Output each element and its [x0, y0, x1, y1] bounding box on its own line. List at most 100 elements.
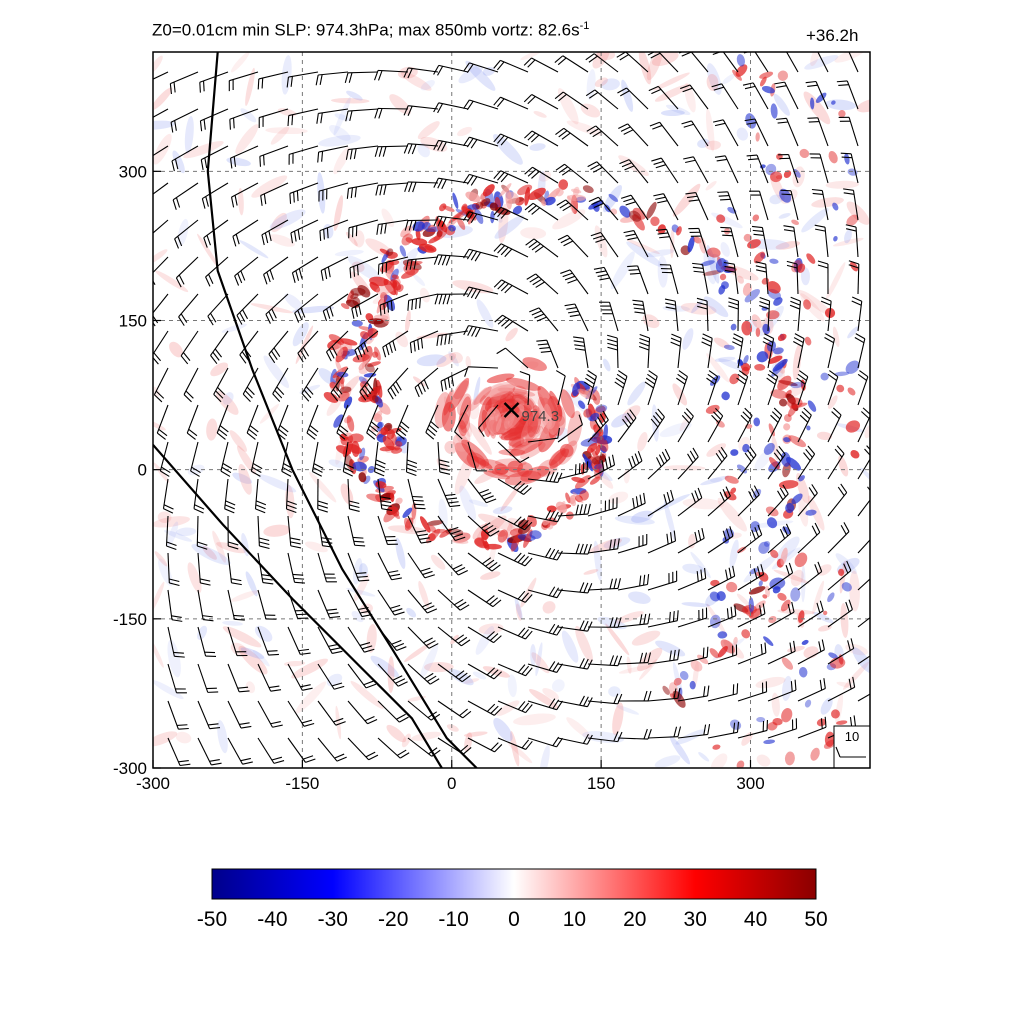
positive-vorticity-patch [187, 562, 202, 593]
wind-barb [197, 589, 214, 622]
x-tick-label: 300 [736, 774, 764, 793]
wind-barb [766, 370, 779, 406]
wind-barb [617, 652, 652, 665]
colorbar-tick-label: -50 [197, 908, 227, 931]
convective-patch [783, 170, 792, 178]
wind-barb [467, 737, 503, 753]
core-vorticity-patch [527, 408, 539, 438]
wind-barb [614, 370, 628, 406]
rainband-patch [474, 208, 484, 225]
convective-patch [847, 387, 856, 396]
convective-patch [705, 404, 720, 414]
rainband-patch [391, 274, 399, 280]
negative-vorticity-patch [669, 735, 691, 765]
wind-barb [713, 119, 739, 147]
wind-barb [736, 370, 749, 406]
wind-barb [707, 486, 731, 517]
wind-barb [701, 333, 713, 369]
core-vorticity-patch [505, 377, 541, 391]
wind-barb [175, 256, 199, 288]
wind-barb [497, 589, 533, 603]
convective-patch [827, 592, 835, 603]
positive-vorticity-patch [846, 201, 870, 225]
wind-barbs [153, 52, 870, 767]
core-vorticity-patch [520, 410, 542, 446]
negative-vorticity-patch [191, 543, 231, 565]
convective-patch [799, 148, 810, 159]
colorbar-gradient [211, 868, 817, 900]
wind-barb [680, 84, 709, 110]
negative-vorticity-patch [492, 506, 513, 515]
rainband-patch [415, 228, 421, 241]
wind-barb [617, 690, 652, 702]
convective-patch [838, 109, 846, 118]
core-vorticity-patch [497, 387, 536, 397]
rainband-patch [628, 210, 642, 222]
wind-barb [664, 298, 679, 332]
core-vorticity-patch [511, 438, 532, 449]
rainband-patch [371, 395, 379, 403]
colorbar-tick-label: 30 [684, 908, 707, 931]
rainband-patch [700, 260, 715, 267]
wind-barb [257, 626, 279, 656]
wind-barb [263, 256, 289, 285]
wind-barb [627, 265, 649, 295]
negative-vorticity-patch [292, 322, 309, 347]
rainband-patch [364, 363, 375, 373]
positive-vorticity-patch [474, 467, 502, 484]
rainband-patch [546, 505, 557, 513]
rainband-patch [419, 516, 431, 533]
positive-vorticity-patch [832, 326, 840, 348]
core-vorticity-patch [522, 357, 547, 372]
wind-barb [153, 367, 169, 403]
negative-vorticity-patch [493, 717, 513, 742]
rainband-patch [591, 432, 600, 440]
wind-barb [696, 297, 709, 332]
rainband-patch [350, 287, 366, 296]
positive-vorticity-patch [405, 310, 411, 333]
positive-vorticity-patch [230, 642, 248, 657]
rainband-patch [570, 188, 582, 194]
core-vorticity-patch [549, 390, 563, 417]
convective-patch [749, 521, 760, 533]
positive-vorticity-patch [542, 601, 556, 614]
rainband-patch [343, 396, 353, 409]
rainband-patch [720, 639, 735, 654]
rainband-patch [388, 505, 400, 517]
wind-barb [318, 182, 349, 202]
convective-patch [798, 666, 808, 678]
wind-barb [403, 105, 439, 116]
wind-barb [320, 256, 349, 281]
wind-barb [497, 478, 532, 495]
wind-barb [153, 256, 169, 286]
wind-barb [527, 427, 561, 443]
wind-barb [524, 202, 559, 221]
positive-vorticity-patch [153, 581, 165, 612]
convective-patch [766, 281, 781, 294]
wind-barb [349, 256, 379, 279]
wind-barb [573, 336, 589, 369]
wind-barb [497, 515, 533, 531]
wind-barb [707, 721, 740, 739]
rainband-patch [375, 284, 395, 295]
convective-patch [770, 171, 783, 183]
positive-vorticity-patch [153, 87, 173, 111]
positive-vorticity-patch [798, 289, 833, 316]
rainband-patch [594, 463, 603, 470]
wind-barb [228, 71, 259, 92]
convective-patch [798, 610, 805, 623]
positive-vorticity-patch [825, 180, 860, 189]
wind-barb [644, 370, 658, 406]
rainband-patch [751, 314, 762, 329]
positive-vorticity-patch [515, 603, 522, 621]
wind-barb [257, 663, 282, 692]
wind-barb [229, 108, 259, 130]
rainband-patch [386, 429, 396, 440]
core-vorticity-patch [507, 460, 524, 473]
center-pressure-label: 974.3 [522, 408, 560, 425]
convective-patch [729, 373, 740, 385]
barb-legend-label: 10 [845, 729, 859, 744]
negative-vorticity-patch [645, 249, 675, 258]
positive-vorticity-patch [705, 180, 717, 191]
convective-patch [753, 417, 761, 427]
